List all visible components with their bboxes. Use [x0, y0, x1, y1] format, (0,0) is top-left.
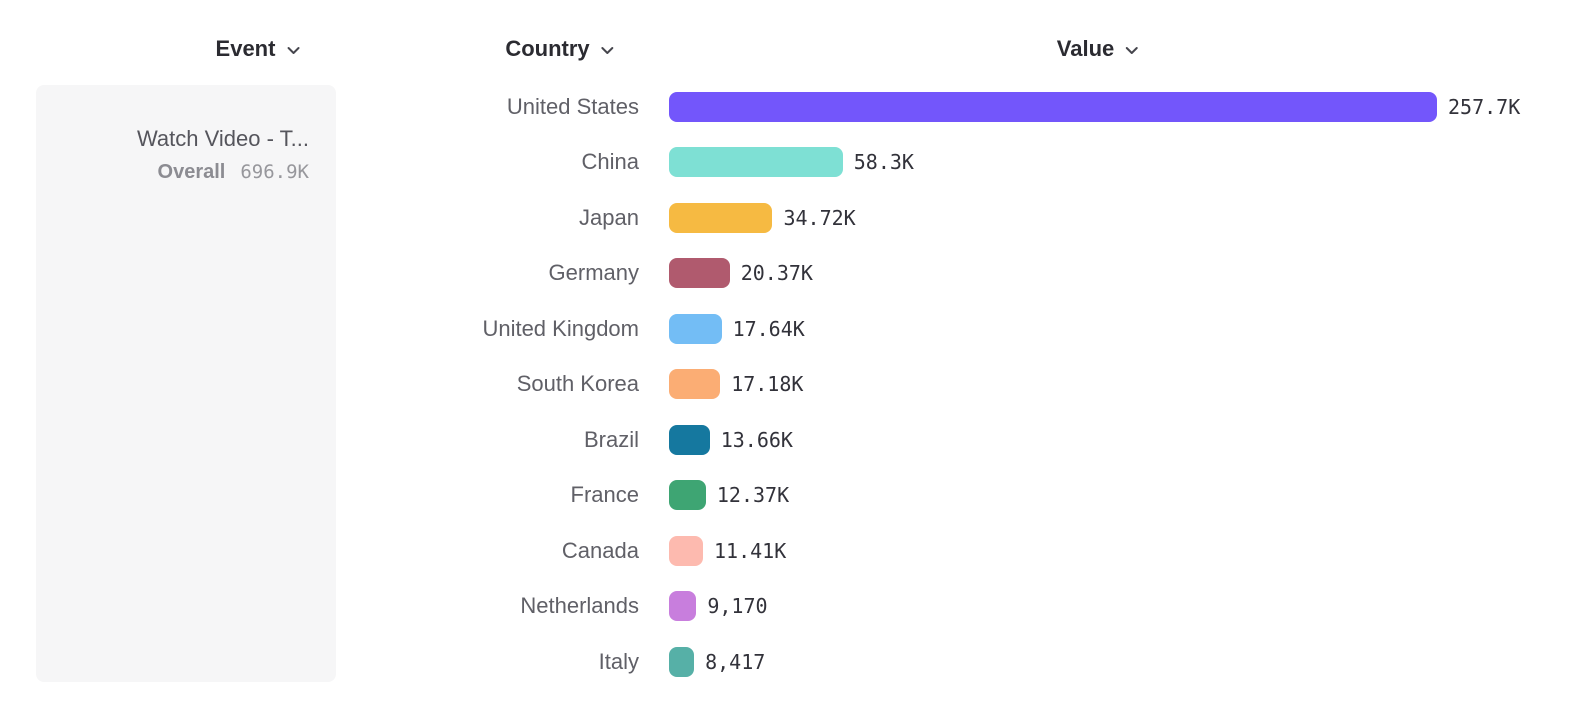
value-column-header[interactable]: Value — [1057, 36, 1139, 62]
country-label: Italy — [598, 648, 639, 674]
chart-row: Brazil 13.66K — [0, 412, 1584, 468]
value-label: 20.37K — [740, 261, 813, 286]
value-label: 13.66K — [720, 427, 793, 452]
value-bar[interactable] — [669, 202, 773, 233]
value-bar[interactable] — [669, 646, 695, 677]
value-label: 34.72K — [783, 205, 856, 230]
chart-row: Japan 34.72K — [0, 190, 1584, 246]
event-metric-label: Overall — [157, 160, 226, 183]
value-label: 8,417 — [705, 649, 766, 674]
value-label: 17.64K — [732, 316, 805, 341]
event-title: Watch Video - T... — [136, 126, 309, 151]
chart-row: Germany 20.37K — [0, 246, 1584, 302]
value-label: 12.37K — [716, 483, 790, 508]
event-column-header[interactable]: Event — [216, 36, 301, 62]
chart-row: Netherlands 9,170 — [0, 579, 1584, 635]
chart-row: France 12.37K — [0, 468, 1584, 524]
country-label: Canada — [561, 537, 639, 563]
country-label: Netherlands — [520, 593, 639, 619]
value-label: 11.41K — [714, 538, 787, 563]
event-column-label: Event — [215, 36, 276, 61]
event-card[interactable]: Watch Video - T... Overall 696.9K — [36, 85, 336, 682]
bar-chart: United States 257.7K China 58.3K Japan 3… — [0, 79, 1584, 690]
chart-row: China 58.3K — [0, 135, 1584, 191]
value-label: 58.3K — [853, 150, 914, 175]
chart-row: United Kingdom 17.64K — [0, 301, 1584, 357]
value-column-label: Value — [1056, 36, 1115, 61]
chart-row: South Korea 17.18K — [0, 357, 1584, 413]
country-label: United Kingdom — [482, 315, 639, 341]
country-column-header[interactable]: Country — [505, 36, 614, 62]
value-bar[interactable] — [669, 258, 730, 289]
value-bar[interactable] — [669, 369, 721, 400]
event-metric: Overall 696.9K — [56, 161, 309, 184]
value-label: 17.18K — [731, 372, 804, 397]
country-label: Japan — [579, 204, 639, 230]
chart-row: United States 257.7K — [0, 79, 1584, 135]
country-label: Brazil — [583, 426, 639, 452]
country-label: South Korea — [516, 371, 639, 397]
country-label: Germany — [548, 260, 639, 286]
country-column-label: Country — [505, 36, 590, 61]
chevron-down-icon — [601, 46, 615, 55]
value-bar[interactable] — [669, 91, 1437, 122]
value-label: 257.7K — [1448, 94, 1521, 119]
value-bar[interactable] — [669, 591, 697, 622]
chart-row: Italy 8,417 — [0, 634, 1584, 690]
value-label: 9,170 — [707, 594, 768, 619]
value-bar[interactable] — [669, 147, 843, 178]
value-bar[interactable] — [669, 313, 722, 344]
value-bar[interactable] — [669, 424, 710, 455]
value-bar[interactable] — [669, 480, 706, 511]
chart-row: Canada 11.41K — [0, 523, 1584, 579]
value-bar[interactable] — [669, 535, 703, 566]
chevron-down-icon — [286, 46, 300, 55]
country-label: France — [570, 482, 639, 508]
country-label: China — [581, 149, 639, 175]
event-metric-value: 696.9K — [240, 160, 309, 183]
country-label: United States — [506, 93, 639, 119]
chevron-down-icon — [1125, 46, 1139, 55]
